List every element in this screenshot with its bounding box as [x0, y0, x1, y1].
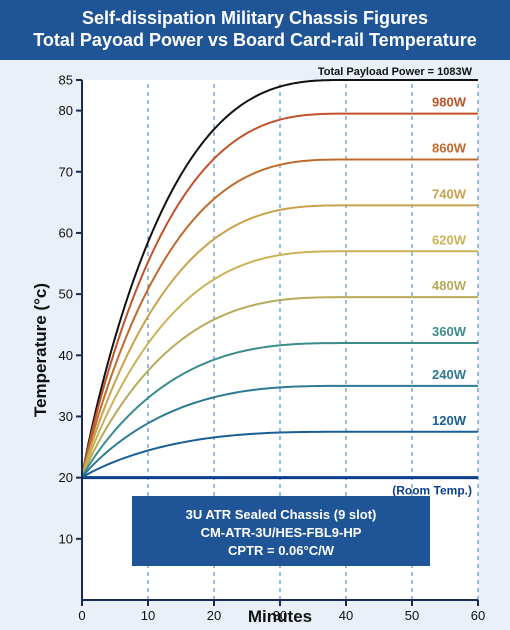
series-line: [81, 430, 478, 479]
series-layer: [81, 79, 478, 479]
chart-area: (Room Temp.) Total Payload Power = 1083W…: [31, 66, 486, 626]
info-box-background: [132, 496, 430, 566]
series-line: [81, 296, 478, 479]
room-temp-label: (Room Temp.): [392, 484, 472, 498]
x-axis-title: Minutes: [248, 607, 312, 626]
y-tick-label: 70: [59, 164, 73, 179]
title-bar: Self-dissipation Military Chassis Figure…: [0, 0, 510, 60]
info-box-line2: CM-ATR-3U/HES-FBL9-HP: [201, 525, 362, 540]
series-line: [81, 250, 478, 478]
y-tick-label: 30: [59, 409, 73, 424]
room-temp-layer: (Room Temp.): [82, 476, 478, 498]
series-line: [81, 158, 478, 478]
series-label: 860W: [432, 141, 467, 156]
series-label: 360W: [432, 324, 467, 339]
x-tick-label: 40: [339, 608, 353, 623]
chart-title-line2: Total Payoad Power vs Board Card-rail Te…: [33, 30, 477, 50]
series-label: Total Payload Power = 1083W: [318, 66, 473, 78]
y-tick-label: 20: [59, 470, 73, 485]
y-axis-title: Temperature (°c): [31, 283, 50, 417]
series-line: [81, 112, 478, 478]
series-line: [81, 384, 478, 479]
info-box: 3U ATR Sealed Chassis (9 slot) CM-ATR-3U…: [132, 496, 430, 566]
series-label: 740W: [432, 186, 467, 201]
series-line: [81, 79, 478, 478]
x-tick-label: 50: [405, 608, 419, 623]
y-tick-label: 50: [59, 287, 73, 302]
info-box-line1: 3U ATR Sealed Chassis (9 slot): [186, 507, 377, 522]
series-label: 480W: [432, 278, 467, 293]
chart-title-line1: Self-dissipation Military Chassis Figure…: [81, 8, 429, 28]
tick-layer: 0 10 20 30 40 50 60 10 20 30 40 50 60 70 80 85: [59, 73, 486, 624]
series-label: 240W: [432, 367, 467, 382]
grid-lines: [147, 80, 479, 600]
x-tick-label: 20: [207, 608, 221, 623]
y-tick-label: 85: [59, 73, 73, 88]
x-tick-label: 0: [78, 608, 85, 623]
y-tick-label: 40: [59, 348, 73, 363]
series-label: 120W: [432, 413, 467, 428]
series-label-layer: Total Payload Power = 1083W 980W 860W 740W 6…: [318, 66, 473, 428]
y-tick-label: 10: [59, 531, 73, 546]
series-line: [81, 204, 478, 478]
series-label: 980W: [432, 95, 467, 110]
y-tick-label: 80: [59, 103, 73, 118]
series-line: [81, 342, 478, 479]
x-tick-label: 30: [273, 608, 287, 623]
x-tick-label: 60: [471, 608, 485, 623]
y-tick-label: 60: [59, 225, 73, 240]
info-box-line3: CPTR = 0.06°C/W: [228, 543, 335, 558]
x-tick-label: 10: [141, 608, 155, 623]
series-label: 620W: [432, 232, 467, 247]
